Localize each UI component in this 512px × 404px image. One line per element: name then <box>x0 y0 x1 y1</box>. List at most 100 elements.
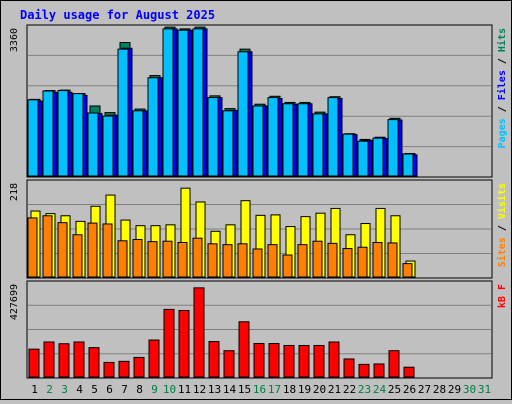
visits-sites-legend: Sites / Visits <box>496 183 508 267</box>
visits-sites-bar-sites-day-14 <box>222 244 233 278</box>
x-tick-label-day-11: 11 <box>178 383 191 396</box>
kbytes-bar-kb-f-day-23 <box>358 363 370 378</box>
kbytes-bar-kb-f-day-4 <box>73 341 85 378</box>
kbytes-bar-kb-f-day-20 <box>313 344 325 378</box>
x-tick-label-day-25: 25 <box>388 383 401 396</box>
visits-sites-bar-sites-day-11 <box>177 242 188 278</box>
x-tick-label-day-8: 8 <box>136 383 143 396</box>
hits-files-pages-ymax-label: 3360 <box>9 28 20 52</box>
x-tick-label-day-20: 20 <box>313 383 326 396</box>
x-tick-label-day-12: 12 <box>193 383 206 396</box>
kbytes-bar-kb-f-day-12 <box>193 287 205 378</box>
kbytes-ymax-label: 427699 <box>9 284 20 320</box>
visits-sites-bar-sites-day-16 <box>252 248 263 278</box>
hits-files-pages-bar-pages-day-8 <box>132 110 144 177</box>
hits-files-pages-bar-pages-day-6 <box>102 115 114 177</box>
x-tick-label-day-2: 2 <box>46 383 53 396</box>
kbytes-bar-kb-f-day-22 <box>343 358 355 378</box>
hits-files-pages-bar-pages-day-25 <box>387 119 399 177</box>
kbytes-panel: 427699 kB F <box>9 280 508 379</box>
kbytes-bar-kb-f-day-5 <box>88 347 100 378</box>
kbytes-bar-kb-f-day-24 <box>373 363 385 378</box>
visits-sites-bar-sites-day-6 <box>102 223 113 278</box>
hits-files-pages-legend: Pages / Files / Hits <box>496 28 508 148</box>
chart-title: Daily usage for August 2025 <box>20 8 215 22</box>
visits-sites-legend-visits: Visits <box>496 183 508 219</box>
kbytes-bar-kb-f-day-10 <box>163 308 175 378</box>
hits-files-pages-bar-pages-day-24 <box>372 137 384 177</box>
x-tick-label-day-3: 3 <box>61 383 68 396</box>
hits-files-pages-bar-pages-day-10 <box>162 28 174 177</box>
hits-files-pages-bar-pages-day-26 <box>402 153 414 177</box>
x-tick-label-day-26: 26 <box>403 383 416 396</box>
visits-sites-bar-sites-day-12 <box>192 237 203 278</box>
hits-files-pages-legend-separator: / <box>497 100 508 118</box>
visits-sites-bar-sites-day-9 <box>147 241 158 278</box>
x-tick-label-day-14: 14 <box>223 383 237 396</box>
hits-files-pages-bar-pages-day-21 <box>327 97 339 177</box>
visits-sites-bar-sites-day-17 <box>267 244 278 278</box>
kbytes-bar-kb-f-day-9 <box>148 339 160 378</box>
kbytes-bar-kb-f-day-13 <box>208 341 220 378</box>
hits-files-pages-bar-pages-day-4 <box>72 93 84 177</box>
visits-sites-bar-sites-day-13 <box>207 243 218 278</box>
hits-files-pages-bar-pages-day-18 <box>282 103 294 177</box>
kbytes-bar-kb-f-day-11 <box>178 309 190 378</box>
kbytes-bar-kb-f-day-8 <box>133 356 145 378</box>
hits-files-pages-panel: 3360 Pages / Files / Hits <box>9 24 508 178</box>
kbytes-bar-kb-f-day-21 <box>328 341 340 378</box>
x-axis-labels: 1 2 3 4 5 6 7 8 9 10 11 12 13 14 15 16 17 18 19 20 21 22 23 24 2… <box>31 383 491 396</box>
x-tick-label-day-19: 19 <box>298 383 311 396</box>
hits-files-pages-bar-pages-day-16 <box>252 105 264 177</box>
x-tick-label-day-10: 10 <box>163 383 176 396</box>
kbytes-bar-kb-f-day-26 <box>403 366 415 378</box>
visits-sites-bar-sites-day-8 <box>132 238 143 278</box>
visits-sites-bar-sites-day-23 <box>357 246 368 278</box>
x-tick-label-day-27: 27 <box>418 383 431 396</box>
hits-files-pages-legend-pages: Pages <box>497 118 508 148</box>
visits-sites-legend-sites: Sites <box>496 237 508 267</box>
hits-files-pages-bar-pages-day-20 <box>312 113 324 177</box>
x-tick-label-day-28: 28 <box>433 383 446 396</box>
visits-sites-bar-sites-day-26 <box>402 263 413 278</box>
hits-files-pages-bar-pages-day-3 <box>57 90 69 177</box>
visits-sites-bar-sites-day-1 <box>27 217 38 278</box>
kbytes-bar-kb-f-day-14 <box>223 350 235 378</box>
chart-panels: 3360 Pages / Files / Hits 218 Sites / Visit… <box>9 24 508 379</box>
hits-files-pages-bar-pages-day-9 <box>147 77 159 177</box>
hits-files-pages-bar-pages-day-12 <box>192 28 204 177</box>
x-tick-label-day-16: 16 <box>253 383 266 396</box>
kbytes-bar-kb-f-day-25 <box>388 350 400 378</box>
x-tick-label-day-6: 6 <box>106 383 113 396</box>
kbytes-bar-kb-f-day-18 <box>283 344 295 378</box>
kbytes-legend: kB F <box>497 284 508 308</box>
x-tick-label-day-30: 30 <box>463 383 476 396</box>
x-tick-label-day-15: 15 <box>238 383 251 396</box>
x-tick-label-day-1: 1 <box>31 383 38 396</box>
kbytes-bar-kb-f-day-15 <box>238 321 250 378</box>
visits-sites-bar-sites-day-21 <box>327 242 338 278</box>
visits-sites-bar-sites-day-15 <box>237 243 248 278</box>
hits-files-pages-bar-pages-day-5 <box>87 112 99 177</box>
x-tick-label-day-4: 4 <box>76 383 83 396</box>
hits-files-pages-bar-pages-day-22 <box>342 133 354 177</box>
visits-sites-bar-sites-day-10 <box>162 240 173 278</box>
hits-files-pages-legend-separator: / <box>497 52 508 70</box>
x-tick-label-day-5: 5 <box>91 383 98 396</box>
visits-sites-bar-sites-day-3 <box>57 222 68 278</box>
hits-files-pages-legend-hits: Hits <box>496 28 508 52</box>
kbytes-bar-kb-f-day-16 <box>253 343 265 378</box>
visits-sites-panel: 218 Sites / Visits <box>9 179 508 279</box>
x-tick-label-day-7: 7 <box>121 383 128 396</box>
visits-sites-bar-sites-day-24 <box>372 242 383 278</box>
kbytes-bar-kb-f-day-6 <box>103 361 115 378</box>
kbytes-bar-kb-f-day-1 <box>28 348 40 378</box>
kbytes-bar-kb-f-day-17 <box>268 343 280 378</box>
kbytes-bar-kb-f-day-3 <box>58 343 70 378</box>
x-tick-label-day-31: 31 <box>478 383 491 396</box>
kbytes-bar-kb-f-day-19 <box>298 344 310 378</box>
kbytes-bar-kb-f-day-7 <box>118 360 130 378</box>
visits-sites-bar-sites-day-2 <box>42 215 53 278</box>
x-tick-label-day-13: 13 <box>208 383 221 396</box>
